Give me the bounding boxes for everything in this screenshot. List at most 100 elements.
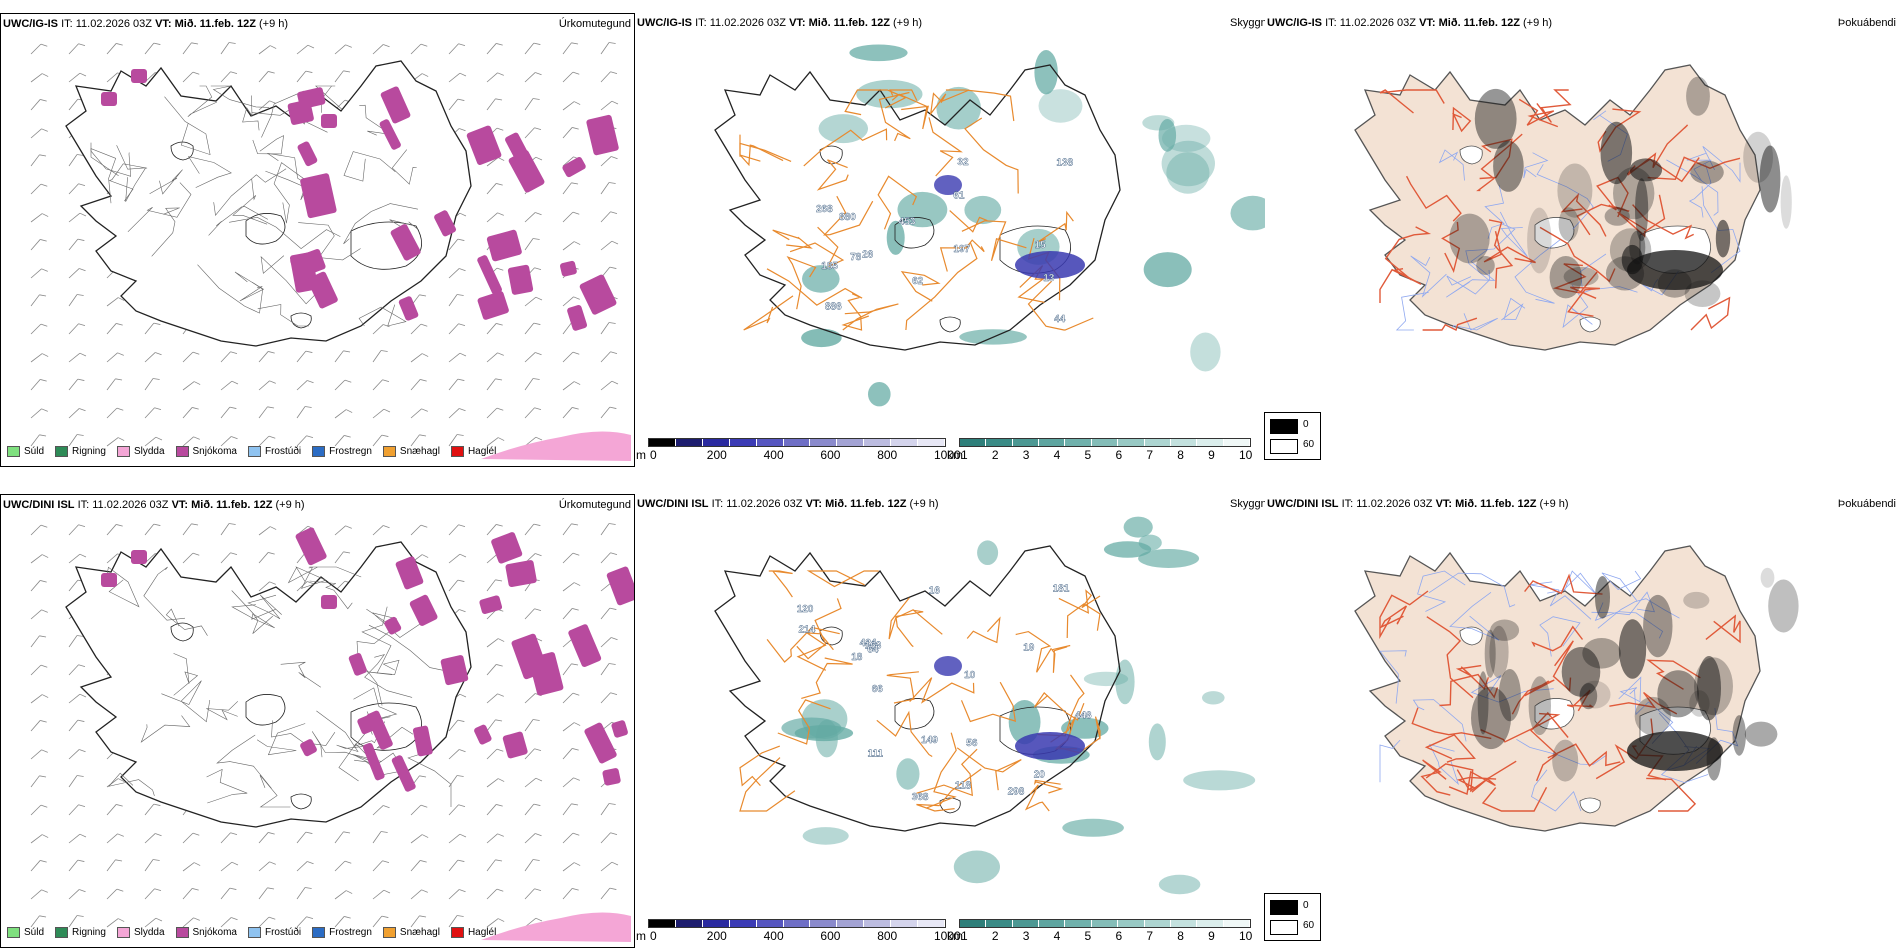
barb-staff xyxy=(562,888,573,900)
legend-item: Rigning xyxy=(55,446,106,457)
barb-staff xyxy=(220,436,232,447)
wind-barb xyxy=(410,804,428,816)
wind-barb xyxy=(106,804,123,816)
wind-barb xyxy=(30,408,48,419)
road-line xyxy=(1591,591,1656,616)
barb-staff xyxy=(30,239,41,251)
visibility-patch xyxy=(1143,252,1192,288)
barb-flag xyxy=(154,407,162,411)
glacier-outline xyxy=(290,793,312,810)
glacier-outline xyxy=(819,626,843,646)
road-line xyxy=(1530,711,1569,782)
road-line xyxy=(1547,570,1598,596)
barb-staff xyxy=(410,860,421,872)
wind-barb xyxy=(296,435,314,447)
barb-staff xyxy=(486,553,498,564)
barb-flag xyxy=(497,72,504,76)
barb-flag xyxy=(41,609,48,613)
barb-staff xyxy=(524,127,535,139)
colorbar-segment xyxy=(675,439,703,446)
road-line xyxy=(242,95,260,131)
road-line xyxy=(916,768,982,812)
road-line xyxy=(213,168,287,217)
barb-flag xyxy=(611,240,619,245)
fog-patch xyxy=(1563,266,1599,287)
panel-type-title: Úrkomutegund xyxy=(558,18,631,30)
barb-flag xyxy=(153,322,161,325)
legend-label: Slydda xyxy=(133,446,165,458)
model-name: UWC/DINI ISL xyxy=(637,498,709,510)
snow-patch xyxy=(101,92,117,106)
barb-staff xyxy=(182,917,194,928)
visibility-patch xyxy=(1083,671,1129,687)
wind-barb xyxy=(524,888,542,900)
barb-flag xyxy=(421,408,428,412)
barb-flag xyxy=(343,70,351,73)
barb-staff xyxy=(68,378,79,391)
barb-flag xyxy=(495,98,503,101)
wind-barb xyxy=(106,778,125,788)
wind-barb xyxy=(68,43,86,55)
road-line xyxy=(1609,691,1678,715)
wind-barb xyxy=(334,409,353,419)
legend-swatch xyxy=(382,446,396,457)
ceiling-value-label: 15 xyxy=(1035,240,1047,251)
barb-flag xyxy=(42,353,49,357)
barb-staff xyxy=(144,407,155,419)
road-line xyxy=(1384,226,1432,281)
road-line xyxy=(1562,284,1593,329)
barb-flag xyxy=(534,267,542,271)
barb-staff xyxy=(448,43,459,55)
road-line xyxy=(1511,679,1555,715)
barb-flag xyxy=(117,352,124,356)
barb-flag xyxy=(231,436,238,440)
road-line xyxy=(1531,625,1584,652)
barb-flag xyxy=(117,833,124,837)
fog-patch xyxy=(1449,213,1490,264)
barb-flag xyxy=(40,720,47,723)
barb-staff xyxy=(448,775,458,788)
barb-staff xyxy=(486,212,498,223)
wind-barb xyxy=(144,378,160,391)
wind-barb xyxy=(30,154,47,167)
glacier-outline xyxy=(939,316,961,333)
barb-staff xyxy=(562,182,572,195)
colorbar-segment xyxy=(1091,920,1119,927)
road-line xyxy=(1379,268,1422,303)
barb-staff xyxy=(372,525,384,536)
legend-swatch xyxy=(450,927,464,938)
road-line xyxy=(1646,777,1697,812)
road-line xyxy=(1428,572,1516,608)
fog-patch xyxy=(1490,619,1520,641)
barb-staff xyxy=(562,101,575,111)
wind-barb xyxy=(182,523,199,536)
colorbar-unit: km xyxy=(947,448,963,462)
wind-barb xyxy=(220,861,239,872)
barb-flag xyxy=(193,917,200,921)
barb-flag xyxy=(572,832,580,836)
visibility-patch xyxy=(856,79,923,109)
barb-staff xyxy=(68,294,78,307)
wind-barb xyxy=(258,861,276,872)
wind-barb xyxy=(562,832,580,844)
barb-flag xyxy=(458,323,466,327)
barb-staff xyxy=(258,581,270,592)
barb-flag xyxy=(42,694,49,698)
barb-flag xyxy=(77,859,85,862)
road-line xyxy=(361,606,392,674)
road-line xyxy=(1452,106,1472,133)
barb-staff xyxy=(144,859,154,872)
wind-barb xyxy=(448,408,466,419)
colorbar-segment xyxy=(729,920,757,927)
barb-flag xyxy=(574,582,581,586)
barb-staff xyxy=(144,378,154,391)
ceiling-value-label: 446 xyxy=(1075,711,1092,722)
wind-barb xyxy=(562,663,579,676)
wind-barb xyxy=(410,434,427,447)
road-line xyxy=(1705,614,1741,644)
visibility-patch xyxy=(1008,700,1041,745)
wind-barb xyxy=(600,240,619,251)
barb-flag xyxy=(77,238,85,241)
snow-patch xyxy=(131,550,147,564)
barb-flag xyxy=(535,436,543,441)
